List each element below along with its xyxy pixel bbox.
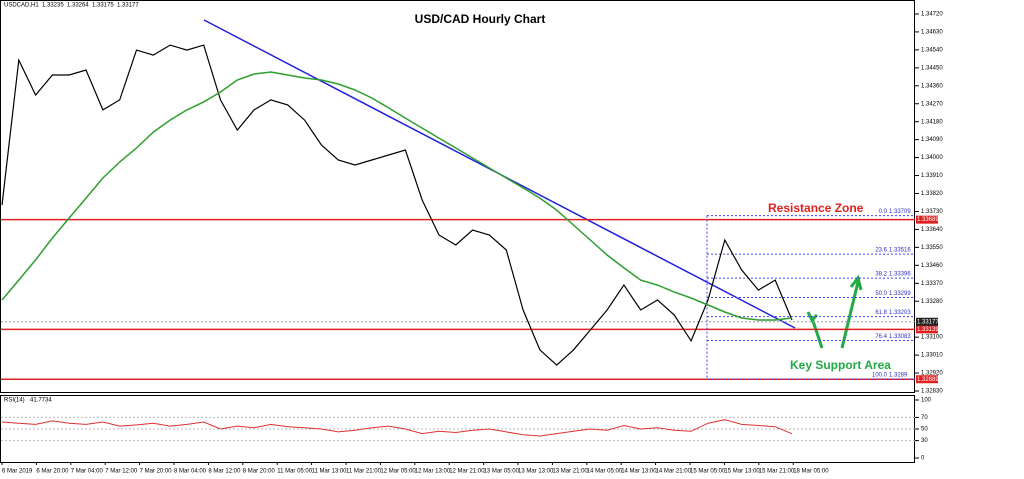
x-tick-label: 8 Mar 04:00 [174, 469, 207, 475]
x-tick-label: 8 Mar 20:00 [243, 469, 276, 475]
moving-average [1, 71, 793, 321]
y-tick-label: 1.34630 [921, 30, 943, 36]
x-tick-label: 14 Mar 05:00 [587, 469, 623, 475]
fib-price: 1.33709 [889, 209, 911, 215]
y-tick-label: 1.33910 [921, 173, 943, 179]
price-panel-frame [0, 0, 915, 393]
x-tick-label: 14 Mar 13:00 [621, 469, 657, 475]
y-tick-label: 1.33640 [921, 227, 943, 233]
fib-price: 1.3289 [889, 373, 908, 379]
x-tick-label: 11 Mar 21:00 [346, 469, 382, 475]
price-line [1, 44, 793, 366]
rsi-line [1, 419, 793, 437]
y-tick-label: 1.34720 [921, 12, 943, 18]
x-tick-label: 8 Mar 12:00 [208, 469, 241, 475]
y-tick-label: 1.33010 [921, 353, 943, 359]
price-tag-label: 1.33177 [917, 319, 939, 325]
x-tick-label: 14 Mar 21:00 [656, 469, 692, 475]
fib-level: 76.4 [875, 334, 887, 340]
fib-level: 61.8 [875, 310, 887, 316]
rsi-tick-label: 50 [921, 427, 928, 433]
y-tick-label: 1.33460 [921, 263, 943, 269]
x-tick-label: 15 Mar 21:00 [759, 469, 795, 475]
price-tag [916, 215, 938, 224]
fib-price: 1.33299 [889, 291, 911, 297]
x-tick-label: 12 Mar 13:00 [415, 469, 451, 475]
ohlc-value: 1.33235 [42, 3, 64, 9]
rsi-current: 41.7734 [30, 398, 52, 404]
rsi-label: RSI(14) [4, 398, 25, 404]
price-tag-label: 1.33139 [917, 327, 939, 333]
fib-level: 0.0 [879, 209, 888, 215]
x-tick-label: 13 Mar 05:00 [484, 469, 520, 475]
rsi-tick-label: 30 [921, 438, 928, 444]
fib-level: 50.0 [875, 291, 887, 297]
price-tag [916, 375, 938, 384]
ohlc-value: 1.33264 [67, 3, 89, 9]
fib-level: 100.0 [872, 373, 888, 379]
y-tick-label: 1.33550 [921, 245, 943, 251]
arrow-head [849, 274, 863, 291]
x-tick-label: 11 Mar 13:00 [312, 469, 348, 475]
y-tick-label: 1.32830 [921, 389, 943, 395]
arrow [810, 317, 824, 349]
y-tick-label: 1.34450 [921, 65, 943, 71]
x-tick-label: 6 Mar 2019 [2, 469, 33, 475]
y-tick-label: 1.33820 [921, 191, 943, 197]
price-tag-label: 1.32889 [917, 377, 939, 383]
y-tick-label: 1.33100 [921, 335, 943, 341]
x-tick-label: 7 Mar 04:00 [71, 469, 104, 475]
annotation: Resistance Zone [768, 201, 864, 215]
x-tick-label: 15 Mar 13:00 [724, 469, 760, 475]
annotation: Key Support Area [790, 358, 891, 372]
x-tick-label: 11 Mar 05:00 [277, 469, 313, 475]
chart-title: USD/CAD Hourly Chart [415, 12, 546, 26]
fib-price: 1.33203 [889, 310, 911, 316]
x-tick-label: 12 Mar 21:00 [449, 469, 485, 475]
y-tick-label: 1.32920 [921, 371, 943, 377]
y-tick-label: 1.34270 [921, 101, 943, 107]
rsi-tick-label: 0 [921, 456, 925, 462]
x-tick-label: 13 Mar 21:00 [552, 469, 588, 475]
y-tick-label: 1.33370 [921, 281, 943, 287]
fib-price: 1.33516 [889, 248, 911, 254]
y-tick-label: 1.34090 [921, 137, 943, 143]
fib-price: 1.33083 [889, 334, 911, 340]
x-tick-label: 6 Mar 20:00 [36, 469, 69, 475]
arrow-head [806, 311, 819, 323]
y-tick-label: 1.34000 [921, 155, 943, 161]
symbol: USDCAD,H1 [4, 3, 39, 9]
x-tick-label: 7 Mar 20:00 [140, 469, 173, 475]
y-tick-label: 1.34540 [921, 47, 943, 53]
x-tick-label: 13 Mar 13:00 [518, 469, 554, 475]
y-tick-label: 1.33280 [921, 299, 943, 305]
fib-level: 23.6 [875, 248, 887, 254]
rsi-tick-label: 70 [921, 415, 928, 421]
x-tick-label: 12 Mar 05:00 [380, 469, 416, 475]
x-tick-label: 15 Mar 05:00 [690, 469, 726, 475]
fib-level: 38.2 [875, 272, 887, 278]
y-tick-label: 1.34180 [921, 119, 943, 125]
y-tick-label: 1.34360 [921, 83, 943, 89]
ohlc-value: 1.33177 [117, 3, 139, 9]
ohlc-value: 1.33175 [92, 3, 114, 9]
price-tag-label: 1.33689 [917, 217, 939, 223]
price-tag [916, 317, 938, 326]
fib-price: 1.33396 [889, 272, 911, 278]
x-tick-label: 18 Mar 05:00 [793, 469, 829, 475]
arrow [840, 281, 860, 349]
x-tick-label: 7 Mar 12:00 [105, 469, 138, 475]
rsi-tick-label: 100 [921, 398, 932, 404]
y-tick-label: 1.33730 [921, 209, 943, 215]
price-tag [916, 325, 938, 334]
